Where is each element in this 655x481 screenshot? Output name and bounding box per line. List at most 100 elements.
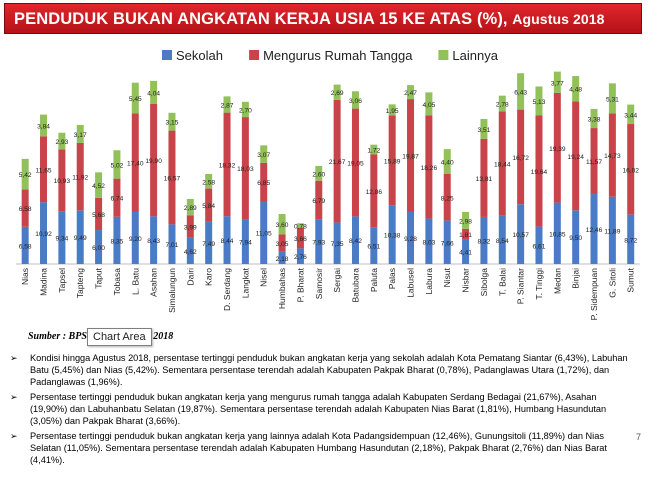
data-label: 11,57 (586, 159, 602, 166)
data-label: 8,54 (496, 238, 509, 245)
data-label: 8,25 (441, 195, 454, 202)
legend-swatch (438, 50, 449, 60)
category-tick-label: Batubara (350, 268, 360, 303)
bar-segment (168, 224, 176, 264)
data-label: 3,66 (294, 236, 307, 243)
bar-segment (241, 117, 249, 220)
data-label: 3,17 (74, 132, 87, 139)
data-label: 2,98 (459, 218, 472, 225)
data-label: 2,93 (55, 139, 68, 146)
data-label: 4,05 (422, 102, 435, 109)
bar-segment (590, 108, 598, 129)
data-label: 2,87 (221, 102, 234, 109)
title-date: Agustus 2018 (512, 11, 605, 27)
bar-segment (333, 84, 341, 100)
data-label: 4,41 (459, 250, 472, 257)
bar-segment (333, 99, 341, 223)
source-note: Sumber : BPS s 2018 (28, 331, 173, 342)
bar-segment (131, 82, 139, 114)
bar-segment (535, 86, 543, 116)
bar-segment (407, 85, 415, 100)
bar-segment (517, 73, 525, 110)
category-tick-label: Asahan (149, 268, 159, 297)
data-label: 1,72 (367, 148, 380, 155)
bar-segment (58, 211, 66, 264)
bar-segment (278, 251, 286, 264)
data-label: 9,28 (404, 236, 417, 243)
bar-segment (553, 202, 561, 264)
bar-segment (425, 218, 433, 264)
bar-segment (58, 149, 66, 212)
bar-segment (462, 228, 470, 240)
bar-segment (241, 219, 249, 264)
data-label: 1,95 (386, 108, 399, 115)
bar-segment (296, 227, 304, 249)
bar-segment (608, 83, 616, 114)
source-label: Sumber : BPS (28, 331, 87, 342)
bar-segment (260, 201, 268, 264)
data-label: 19,90 (145, 158, 162, 165)
bullet-arrow-icon: ➢ (10, 353, 18, 363)
bar-segment (76, 210, 84, 264)
bar-segment (150, 103, 158, 217)
note-item: ➢ Persentase tertinggi penduduk bukan ang… (10, 391, 630, 427)
data-label: 5,84 (202, 203, 215, 210)
category-tick-label: Tapteng (75, 268, 85, 299)
data-label: 13,81 (476, 176, 493, 183)
bar-segment (168, 112, 176, 131)
data-label: 19,05 (347, 160, 364, 167)
category-tick-label: Samosir (314, 268, 324, 299)
data-label: 5,68 (92, 212, 105, 219)
data-label: 16,02 (622, 167, 639, 174)
data-label: 9,34 (55, 236, 68, 243)
data-label: 8,72 (624, 237, 637, 244)
data-label: 5,45 (129, 96, 142, 103)
bar-segment (462, 211, 470, 229)
data-label: 4,04 (147, 90, 160, 97)
category-tick-label: Sumut (626, 267, 636, 292)
category-tick-label: Palas (387, 268, 397, 289)
chart-area-tooltip: Chart Area (87, 328, 152, 346)
bar-segment (388, 104, 396, 116)
category-tick-label: Simalungun (167, 268, 177, 313)
bar-segment (223, 216, 231, 264)
bar-segment (76, 124, 84, 143)
data-label: 3,77 (551, 80, 564, 87)
category-tick-label: T. Tinggi (534, 268, 544, 300)
category-tick-label: Sergai (332, 268, 342, 293)
data-label: 10,38 (384, 233, 401, 240)
data-label: 10,85 (549, 231, 566, 238)
bar-segment (608, 196, 616, 264)
data-label: 9,49 (74, 235, 87, 242)
bar-segment (333, 222, 341, 264)
bar-segment (498, 95, 506, 112)
stacked-bar-chart[interactable]: Sekolah Mengurus Rumah Tangga Lainnya 6,58 6… (0, 36, 655, 326)
category-tick-label: Tapsel (57, 268, 67, 293)
bar-segment (260, 162, 268, 202)
data-label: 6,58 (19, 206, 32, 213)
bar-segment (627, 124, 635, 215)
category-tick-label: P. Bharat (295, 267, 305, 302)
bar-segment (351, 216, 359, 264)
data-label: 2,78 (496, 102, 509, 109)
data-label: 8,42 (349, 238, 362, 245)
bar-segment (95, 230, 103, 264)
data-label: 18,44 (494, 162, 511, 169)
legend-label: Lainnya (452, 48, 498, 63)
category-tick-label: P. Siantar (516, 268, 526, 304)
bar-segment (315, 166, 323, 181)
bar-segment (296, 248, 304, 264)
data-label: 8,44 (221, 238, 234, 245)
bar-segment (150, 216, 158, 264)
data-label: 12,46 (586, 227, 603, 234)
bar-segment (480, 118, 488, 139)
bar-segment (443, 149, 451, 174)
data-label: 6,85 (257, 180, 270, 187)
page-number: 7 (636, 432, 642, 442)
data-label: 12,86 (366, 189, 383, 196)
data-label: 8,35 (111, 238, 124, 245)
data-label: 21,67 (329, 159, 346, 166)
bar-segment (205, 188, 213, 222)
bar-segment (260, 145, 268, 163)
data-label: 19,39 (549, 146, 566, 153)
